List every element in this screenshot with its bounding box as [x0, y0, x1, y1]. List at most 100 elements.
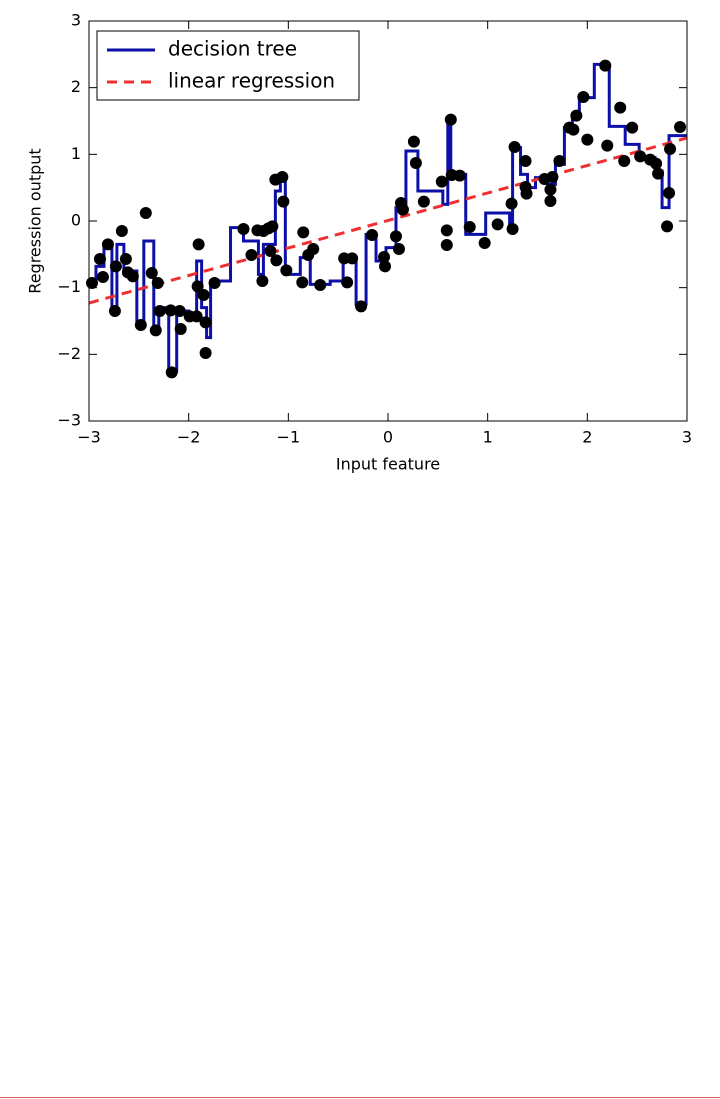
data-point [173, 305, 186, 317]
data-point [601, 139, 614, 152]
x-tick-label: 1 [483, 428, 493, 447]
data-point [165, 366, 178, 379]
data-point [366, 229, 379, 241]
data-point [199, 316, 212, 329]
data-point [109, 260, 122, 273]
legend-label: decision tree [168, 37, 297, 61]
data-point [85, 277, 98, 289]
data-point [341, 276, 354, 289]
x-tick-label: −2 [177, 428, 201, 447]
data-point [519, 155, 532, 167]
data-point [661, 220, 674, 233]
data-point [297, 226, 310, 239]
data-point [270, 254, 283, 267]
data-point [346, 252, 359, 265]
y-tick-label: 0 [71, 211, 81, 230]
data-point [119, 253, 132, 265]
data-point [435, 175, 448, 188]
data-point [276, 171, 289, 183]
data-point [546, 171, 559, 183]
data-point [650, 157, 663, 170]
data-point [478, 237, 491, 249]
data-point [277, 195, 290, 208]
data-point [192, 238, 205, 251]
data-point [307, 243, 320, 255]
data-point [101, 238, 114, 251]
data-point [581, 133, 594, 146]
data-point [663, 187, 676, 199]
data-point [134, 319, 147, 331]
data-point [190, 310, 203, 323]
y-tick-label: 1 [71, 144, 81, 163]
data-point [444, 113, 457, 126]
x-tick-label: 0 [383, 428, 393, 447]
data-point [520, 187, 533, 200]
y-tick-label: 3 [71, 11, 81, 30]
data-point [256, 275, 269, 287]
y-tick-label: 2 [71, 77, 81, 96]
data-point [126, 270, 139, 283]
data-point [577, 91, 590, 103]
data-point [296, 276, 309, 289]
data-point [626, 121, 639, 134]
data-point [245, 249, 258, 261]
y-tick-label: −1 [57, 277, 81, 296]
data-point [553, 155, 566, 167]
data-point [378, 251, 391, 263]
data-point [145, 267, 158, 279]
y-axis-label: Regression output [26, 148, 45, 293]
data-point [599, 59, 612, 72]
data-point [570, 109, 583, 122]
data-point [314, 279, 327, 291]
data-point [389, 230, 402, 243]
data-point [392, 243, 405, 255]
data-point [164, 304, 177, 317]
data-point [664, 143, 677, 155]
data-point [199, 347, 212, 359]
y-tick-label: −3 [57, 411, 81, 430]
data-point [266, 220, 279, 233]
data-point [440, 224, 453, 237]
plot-frame [88, 20, 688, 422]
data-point [151, 277, 164, 289]
data-point [280, 264, 293, 277]
data-point [93, 253, 106, 265]
data-point [208, 277, 221, 289]
data-point [614, 101, 627, 114]
data-point [264, 245, 277, 257]
data-point [396, 203, 409, 216]
legend-box [96, 30, 360, 101]
data-point [544, 183, 557, 196]
data-point [108, 305, 121, 317]
series-line [89, 136, 687, 305]
data-point [417, 195, 430, 208]
data-point [379, 260, 392, 273]
data-point [440, 239, 453, 251]
data-point [491, 218, 504, 231]
data-point [355, 300, 368, 313]
data-point [618, 155, 631, 167]
data-point [463, 221, 476, 233]
data-point [191, 280, 204, 293]
data-point [674, 121, 687, 133]
data-point [149, 324, 162, 337]
data-point [407, 135, 420, 148]
y-tick-label: −2 [57, 344, 81, 363]
data-point [153, 305, 166, 317]
data-point [544, 195, 557, 207]
data-point [115, 225, 128, 237]
data-point [237, 223, 250, 235]
data-point [652, 167, 665, 180]
data-point [508, 141, 521, 153]
data-point [409, 157, 422, 169]
data-point [197, 289, 210, 301]
x-tick-label: 3 [682, 428, 692, 447]
data-point [139, 207, 152, 219]
x-tick-label: −1 [277, 428, 301, 447]
data-point [567, 123, 580, 136]
data-point [506, 223, 519, 235]
x-tick-label: −3 [77, 428, 101, 447]
data-point [634, 150, 647, 163]
